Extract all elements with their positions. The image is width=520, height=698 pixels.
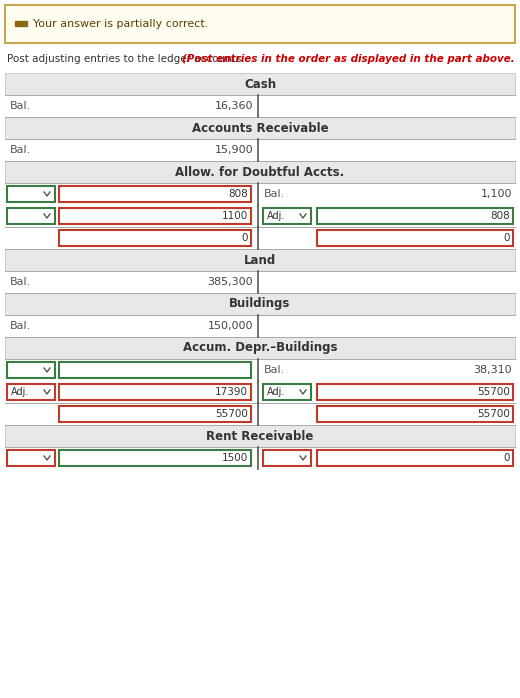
Text: 150,000: 150,000 (207, 321, 253, 331)
Bar (317, 384, 513, 400)
Bar (5, 337, 515, 359)
Text: 808: 808 (490, 211, 510, 221)
Bar (5, 161, 515, 183)
Text: Bal.: Bal. (10, 277, 31, 287)
Bar (15, 21, 27, 26)
Bar (7, 362, 55, 378)
Text: (Post entries in the order as displayed in the part above.: (Post entries in the order as displayed … (182, 54, 515, 64)
Text: Your answer is partially correct.: Your answer is partially correct. (33, 19, 209, 29)
Text: Bal.: Bal. (10, 145, 31, 155)
Text: Accounts Receivable: Accounts Receivable (192, 121, 328, 135)
Text: Rent Receivable: Rent Receivable (206, 429, 314, 443)
Bar (59, 384, 251, 400)
Text: Bal.: Bal. (10, 101, 31, 111)
Bar (5, 293, 515, 315)
Bar (5, 5, 515, 43)
Bar (59, 362, 251, 378)
Text: Adj.: Adj. (11, 387, 29, 397)
Text: 55700: 55700 (477, 409, 510, 419)
Text: 1,100: 1,100 (480, 189, 512, 199)
Bar (317, 450, 513, 466)
Bar (7, 208, 55, 224)
Text: 808: 808 (228, 189, 248, 199)
Text: 0: 0 (503, 453, 510, 463)
Bar (7, 384, 55, 400)
Text: 55700: 55700 (477, 387, 510, 397)
Text: 0: 0 (241, 233, 248, 243)
Text: 385,300: 385,300 (207, 277, 253, 287)
Text: 0: 0 (503, 233, 510, 243)
Text: Post adjusting entries to the ledger accounts.: Post adjusting entries to the ledger acc… (7, 54, 248, 64)
Bar (59, 186, 251, 202)
Bar (7, 450, 55, 466)
Text: 55700: 55700 (215, 409, 248, 419)
Bar (59, 450, 251, 466)
Bar (59, 406, 251, 422)
Text: Bal.: Bal. (264, 365, 285, 375)
Bar (5, 249, 515, 271)
Text: 17390: 17390 (215, 387, 248, 397)
Text: 16,360: 16,360 (215, 101, 253, 111)
Text: Accum. Depr.–Buildings: Accum. Depr.–Buildings (183, 341, 337, 355)
Text: 1500: 1500 (222, 453, 248, 463)
Bar (7, 186, 55, 202)
Bar (263, 450, 311, 466)
Text: 38,310: 38,310 (473, 365, 512, 375)
Bar (263, 384, 311, 400)
Text: Land: Land (244, 253, 276, 267)
Bar (317, 208, 513, 224)
Bar (5, 425, 515, 447)
Text: Adj.: Adj. (267, 387, 285, 397)
Bar (59, 230, 251, 246)
Bar (5, 73, 515, 95)
Text: 15,900: 15,900 (214, 145, 253, 155)
Text: Allow. for Doubtful Accts.: Allow. for Doubtful Accts. (175, 165, 345, 179)
Text: Bal.: Bal. (10, 321, 31, 331)
Text: Buildings: Buildings (229, 297, 291, 311)
Bar (317, 230, 513, 246)
Bar (317, 406, 513, 422)
Bar (263, 208, 311, 224)
Text: Bal.: Bal. (264, 189, 285, 199)
Text: Cash: Cash (244, 77, 276, 91)
Text: 1100: 1100 (222, 211, 248, 221)
Bar (5, 117, 515, 139)
Bar (59, 208, 251, 224)
Text: Adj.: Adj. (267, 211, 285, 221)
